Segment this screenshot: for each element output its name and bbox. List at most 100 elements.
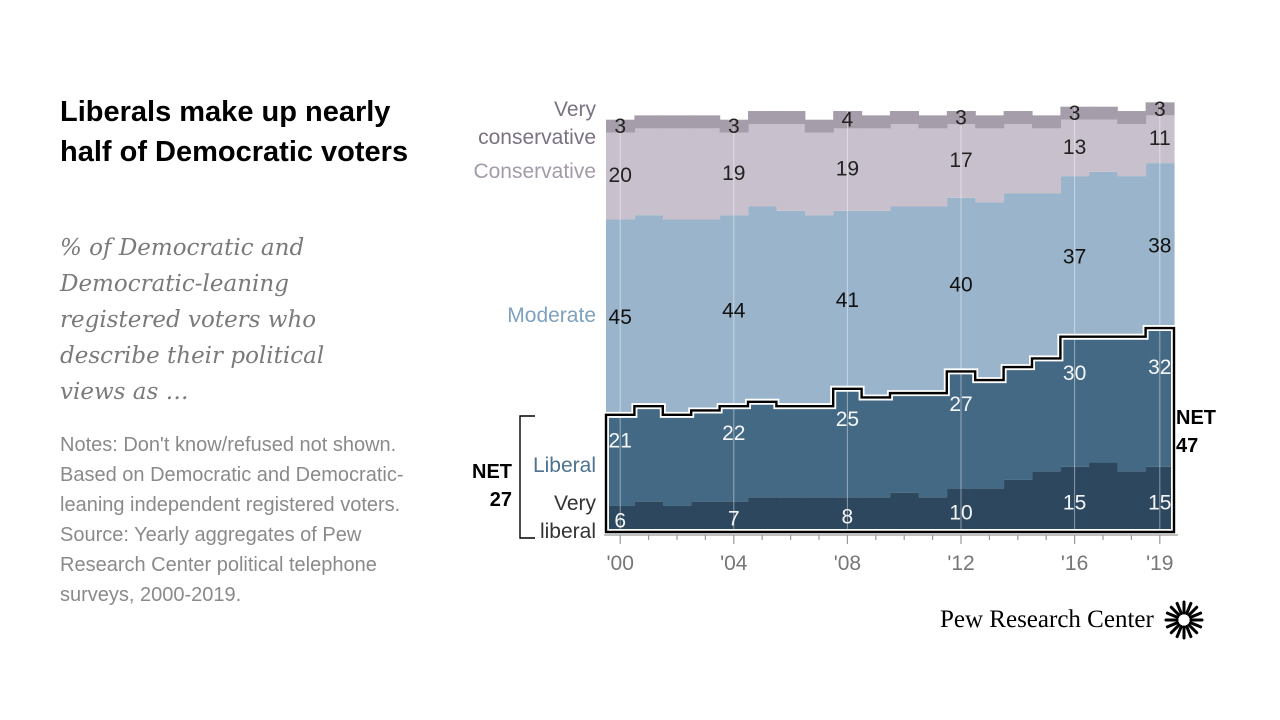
data-label-very-conservative-2008: 4 — [842, 109, 854, 132]
data-label-conservative-2019: 11 — [1149, 127, 1171, 150]
bar-conservative-2002 — [662, 128, 692, 220]
bar-very-conservative-2008 — [833, 111, 863, 129]
logo-text: Pew Research Center — [940, 606, 1154, 633]
bar-liberal-2007 — [804, 406, 834, 498]
bar-moderate-2015 — [1032, 193, 1061, 359]
bar-liberal-2017 — [1088, 336, 1118, 463]
data-label-moderate-2004: 44 — [722, 300, 746, 323]
data-label-moderate-2016: 37 — [1063, 245, 1086, 268]
chart-subtitle: % of Democratic and Democratic-leaning r… — [60, 235, 325, 405]
bar-very-liberal-2014 — [1003, 479, 1033, 532]
x-tick-label-2012: '12 — [947, 552, 974, 575]
bar-very-liberal-2010 — [890, 492, 919, 532]
bar-very-liberal-2004 — [719, 501, 749, 532]
bar-very-conservative-2010 — [890, 111, 919, 125]
x-tick-label-2016: '16 — [1061, 552, 1088, 575]
bar-conservative-2006 — [776, 124, 806, 211]
bar-conservative-2010 — [890, 124, 919, 207]
notes-text: Notes: Don't know/refused not shown. Bas… — [60, 434, 404, 516]
series-label-very-conservative-line1: Very — [554, 98, 597, 121]
data-label-very-conservative-2000: 3 — [614, 115, 626, 138]
bar-liberal-2018 — [1117, 336, 1147, 472]
data-label-liberal-2008: 25 — [836, 408, 859, 431]
data-label-moderate-2019: 38 — [1148, 235, 1171, 258]
data-label-very-liberal-2016: 15 — [1063, 492, 1086, 515]
bar-moderate-2006 — [776, 210, 806, 407]
bar-liberal-2006 — [776, 406, 806, 498]
notes-block: Notes: Don't know/refused not shown. Bas… — [60, 430, 440, 610]
bar-very-liberal-2003 — [691, 501, 721, 532]
bar-very-liberal-2018 — [1117, 471, 1147, 532]
bar-very-conservative-2014 — [1003, 111, 1033, 125]
net-liberal-outline — [604, 326, 1176, 534]
sunburst-ray — [1165, 621, 1179, 629]
sunburst-ray — [1184, 601, 1193, 616]
bar-very-conservative-2007 — [804, 119, 834, 133]
data-label-liberal-2004: 22 — [722, 422, 745, 445]
bar-moderate-2003 — [691, 219, 721, 411]
data-label-moderate-2008: 41 — [836, 289, 859, 312]
bar-liberal-2012 — [946, 371, 976, 489]
bar-very-conservative-2015 — [1032, 115, 1061, 129]
series-label-very-liberal-line1: Very — [554, 492, 597, 515]
net-start-bracket — [519, 415, 535, 539]
sunburst-ray — [1169, 605, 1181, 617]
series-label-very-conservative-line2: conservative — [478, 126, 596, 149]
data-label-very-liberal-2012: 10 — [949, 501, 972, 524]
bar-moderate-2016 — [1060, 176, 1090, 337]
data-label-liberal-2000: 21 — [609, 429, 632, 452]
bar-moderate-2002 — [662, 219, 692, 415]
sunburst-ray — [1175, 601, 1183, 616]
bar-very-liberal-2007 — [804, 497, 834, 532]
net-start-label: NET — [472, 461, 512, 483]
data-label-conservative-2008: 19 — [836, 158, 859, 181]
bar-conservative-2003 — [691, 128, 721, 220]
bar-moderate-2017 — [1088, 171, 1118, 337]
bar-very-liberal-2019 — [1145, 466, 1175, 532]
bar-very-liberal-2011 — [918, 497, 948, 532]
bar-conservative-2017 — [1088, 119, 1118, 172]
series-label-liberal: Liberal — [533, 454, 596, 477]
bar-very-conservative-2009 — [861, 115, 891, 129]
sunburst-ray — [1188, 611, 1202, 619]
data-label-moderate-2012: 40 — [949, 274, 972, 297]
bar-very-liberal-2013 — [975, 488, 1005, 532]
bar-conservative-2014 — [1003, 124, 1033, 194]
bar-very-conservative-2012 — [946, 111, 976, 125]
data-label-conservative-2016: 13 — [1063, 136, 1086, 159]
bar-very-conservative-2002 — [662, 115, 692, 129]
bar-very-conservative-2011 — [918, 115, 948, 129]
bar-liberal-2013 — [975, 380, 1005, 489]
bar-very-liberal-2017 — [1088, 462, 1118, 532]
data-label-very-liberal-2000: 6 — [614, 509, 626, 532]
bar-conservative-2004 — [719, 132, 749, 216]
bar-liberal-2015 — [1032, 358, 1061, 472]
bar-moderate-2005 — [748, 206, 777, 402]
bar-very-conservative-2004 — [719, 119, 749, 133]
bar-conservative-2019 — [1145, 115, 1175, 164]
bar-liberal-2016 — [1060, 336, 1090, 467]
bar-very-liberal-2009 — [861, 497, 891, 532]
bar-liberal-2004 — [719, 406, 749, 502]
bar-moderate-2000 — [606, 219, 635, 415]
bar-liberal-2008 — [833, 388, 863, 498]
bar-moderate-2004 — [719, 215, 749, 407]
bar-liberal-2010 — [890, 393, 919, 493]
bar-very-conservative-2001 — [634, 115, 664, 129]
bar-liberal-2002 — [662, 414, 692, 506]
bar-very-liberal-2001 — [634, 501, 664, 532]
sunburst-ray — [1187, 623, 1199, 635]
bar-very-liberal-2012 — [946, 488, 976, 532]
x-tick-label-2019: '19 — [1146, 552, 1173, 575]
bar-very-conservative-2005 — [748, 111, 777, 125]
data-label-very-conservative-2019: 3 — [1154, 98, 1166, 121]
chart-title: Liberals make up nearly half of Democrat… — [60, 96, 409, 168]
pew-sunburst-icon — [1164, 600, 1204, 640]
bar-very-liberal-2005 — [748, 497, 777, 532]
bar-conservative-2005 — [748, 124, 777, 207]
bar-very-liberal-2006 — [776, 497, 806, 532]
bar-moderate-2013 — [975, 202, 1005, 381]
bar-very-conservative-2019 — [1145, 102, 1175, 116]
bar-very-liberal-2002 — [662, 505, 692, 532]
bar-conservative-2011 — [918, 128, 948, 207]
